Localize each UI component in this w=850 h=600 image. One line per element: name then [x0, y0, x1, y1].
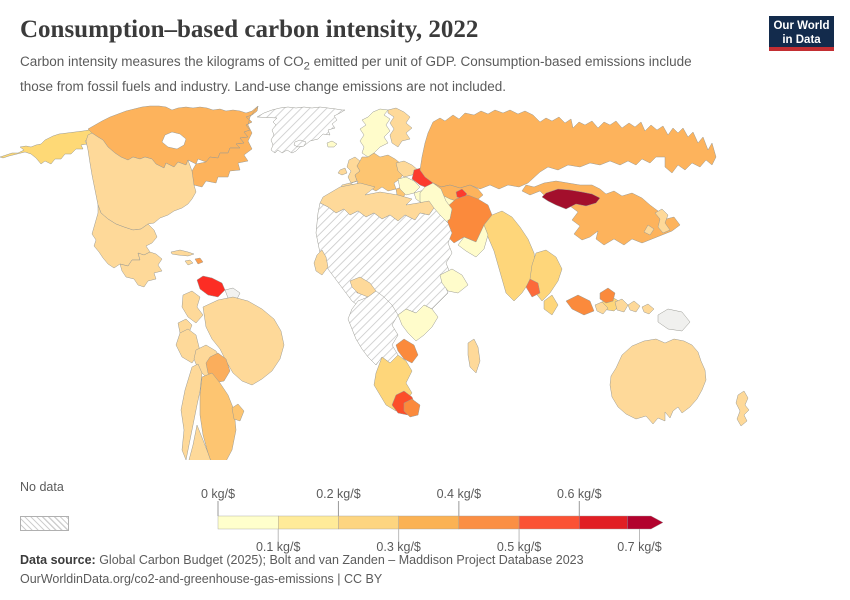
svg-text:0 kg/$: 0 kg/$: [200, 487, 234, 501]
svg-text:0.2 kg/$: 0.2 kg/$: [316, 487, 361, 501]
svg-text:0.6 kg/$: 0.6 kg/$: [557, 487, 602, 501]
svg-text:0.4 kg/$: 0.4 kg/$: [436, 487, 481, 501]
